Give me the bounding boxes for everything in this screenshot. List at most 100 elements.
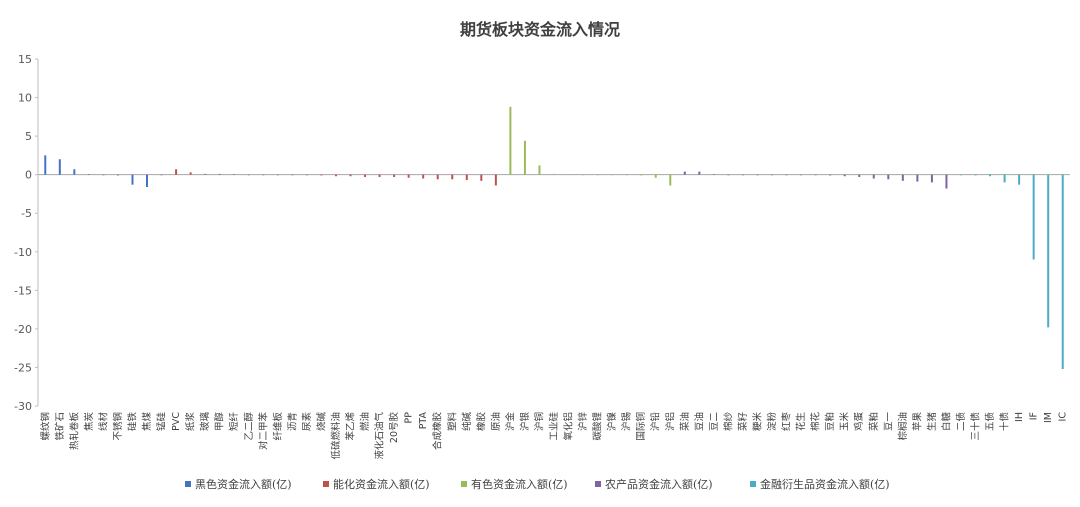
bar-焦煤 xyxy=(146,174,149,188)
x-tick-label: 工业硅 xyxy=(548,412,560,441)
x-tick-label: 氧化铝 xyxy=(563,412,575,441)
bar-低硫燃料油 xyxy=(334,174,337,177)
x-tick-label: 短纤 xyxy=(228,412,240,432)
x-tick-label: 原油 xyxy=(490,412,502,431)
chart-legend: 黑色资金流入额(亿) 能化资金流入额(亿) 有色资金流入额(亿) 农产品资金流入额(亿… xyxy=(185,477,890,491)
legend-label: 能化资金流入额(亿) xyxy=(333,477,430,491)
legend-swatch xyxy=(750,481,756,487)
x-tick-label: 沪铅 xyxy=(650,412,662,432)
y-tick-label: -10 xyxy=(14,246,32,259)
x-tick-label: 棉花 xyxy=(810,412,822,432)
bar-豆粕 xyxy=(829,174,832,176)
bar-豆二 xyxy=(712,174,715,175)
legend-label: 金融衍生品资金流入额(亿) xyxy=(760,477,890,491)
x-tick-label: 尿素 xyxy=(301,412,313,432)
bar-豆油 xyxy=(698,171,701,175)
chart-axes: 15 10 5 0 -5 -10 -15 -20 -25 -30 xyxy=(14,53,1070,413)
bar-十债 xyxy=(1003,174,1006,183)
bar-塑料 xyxy=(451,174,454,180)
bar-不锈钢 xyxy=(116,174,119,176)
x-tick-label: 烧碱 xyxy=(315,412,327,432)
bar-对二甲苯 xyxy=(262,174,265,176)
x-tick-label: 白糖 xyxy=(940,412,952,432)
bar-苹果 xyxy=(916,174,919,182)
legend-item: 黑色资金流入额(亿) xyxy=(185,477,292,491)
x-tick-label: 对二甲苯 xyxy=(257,412,269,451)
bar-PTA xyxy=(422,174,425,179)
x-tick-label: 纤维板 xyxy=(272,412,284,441)
legend-label: 有色资金流入额(亿) xyxy=(471,477,568,491)
bar-热轧卷板 xyxy=(73,169,76,175)
x-tick-label: 沥青 xyxy=(286,412,298,431)
bar-纯碱 xyxy=(465,174,468,181)
bar-沪铝 xyxy=(669,174,672,186)
x-tick-label: 20号胶 xyxy=(388,412,400,444)
legend-item: 农产品资金流入额(亿) xyxy=(595,477,713,491)
bar-沥青 xyxy=(291,174,294,176)
x-tick-label: PVC xyxy=(171,412,182,431)
x-tick-label: 生猪 xyxy=(926,412,938,432)
bar-沪镍 xyxy=(611,174,614,176)
y-tick-label: 5 xyxy=(25,130,32,143)
x-tick-label: 沪金 xyxy=(504,412,516,432)
legend-swatch xyxy=(461,481,467,487)
bar-氧化铝 xyxy=(567,174,570,175)
x-tick-label: 国际铜 xyxy=(635,412,647,441)
x-tick-label: 沪镍 xyxy=(606,412,618,432)
y-tick-label: -5 xyxy=(21,207,32,220)
x-tick-label: PTA xyxy=(418,412,429,430)
bar-沪银 xyxy=(523,140,526,175)
x-tick-label: 硅铁 xyxy=(126,412,138,432)
bar-短纤 xyxy=(233,174,236,175)
x-tick-label: 沪锡 xyxy=(621,412,633,431)
bar-燃油 xyxy=(364,174,367,177)
y-tick-label: 15 xyxy=(18,53,32,66)
x-tick-label: 豆粕 xyxy=(824,412,836,431)
bar-IH xyxy=(1018,174,1021,185)
bar-鸡蛋 xyxy=(858,174,861,177)
legend-swatch xyxy=(595,481,601,487)
x-tick-label: 豆二 xyxy=(709,412,720,431)
bar-纤维板 xyxy=(276,174,279,176)
chart-bars xyxy=(44,106,1064,369)
x-tick-label: 碳酸锂 xyxy=(592,412,604,441)
x-tick-label: 三十债 xyxy=(970,412,982,441)
legend-swatch xyxy=(323,481,329,487)
bar-工业硅 xyxy=(553,173,555,175)
bar-合成橡胶 xyxy=(436,174,439,180)
x-tick-label: 棕榈油 xyxy=(897,412,909,441)
x-tick-label: 不锈钢 xyxy=(112,412,124,441)
x-tick-label: 纸浆 xyxy=(185,412,197,432)
x-tick-label: IH xyxy=(1014,412,1025,422)
bar-花生 xyxy=(800,174,803,176)
bar-棉花 xyxy=(814,174,817,176)
x-tick-label: 热轧卷板 xyxy=(68,412,80,451)
bar-豆一 xyxy=(887,174,890,180)
legend-item: 有色资金流入额(亿) xyxy=(461,477,568,491)
x-tick-label: 塑料 xyxy=(446,412,458,432)
y-tick-label: -20 xyxy=(14,323,32,336)
x-tick-label: 菜油 xyxy=(679,412,691,431)
x-tick-label: 苹果 xyxy=(911,412,923,432)
x-tick-label: 沪锌 xyxy=(577,412,589,432)
bar-铁矿石 xyxy=(58,159,61,175)
bar-沪金 xyxy=(509,106,512,175)
bar-苯乙烯 xyxy=(349,174,352,177)
x-tick-label: IC xyxy=(1058,412,1069,422)
bar-纸浆 xyxy=(189,172,192,175)
bar-20号胶 xyxy=(393,174,396,177)
bar-菜油 xyxy=(683,171,686,175)
bar-红枣 xyxy=(785,174,788,176)
bar-PVC xyxy=(175,169,178,175)
bar-硅铁 xyxy=(131,174,134,185)
x-tick-label: 线材 xyxy=(97,412,109,432)
x-tick-label: 鸡蛋 xyxy=(853,412,865,432)
x-tick-label: 橡胶 xyxy=(475,412,487,432)
bar-沪铅 xyxy=(654,174,657,178)
x-tick-label: 菜籽 xyxy=(737,412,749,432)
x-tick-label: 铁矿石 xyxy=(54,412,66,441)
bar-烧碱 xyxy=(320,174,323,176)
x-tick-label: 红枣 xyxy=(781,412,793,432)
bar-菜粕 xyxy=(872,174,875,179)
x-tick-label: PP xyxy=(404,412,415,424)
